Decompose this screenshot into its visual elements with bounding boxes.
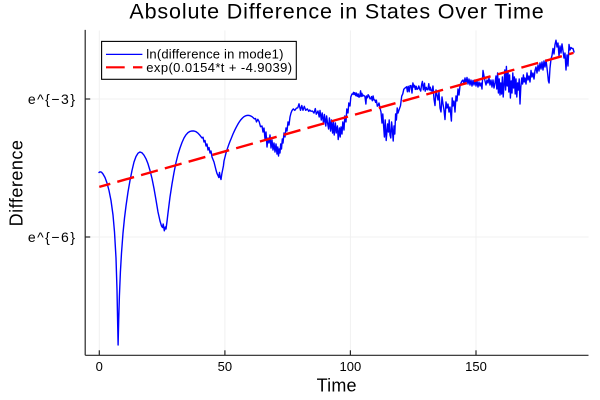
svg-text:e^{−6}: e^{−6} bbox=[28, 229, 77, 245]
svg-text:exp(0.0154*t + -4.9039): exp(0.0154*t + -4.9039) bbox=[146, 60, 292, 75]
svg-text:Time: Time bbox=[317, 375, 357, 395]
svg-text:Difference: Difference bbox=[7, 140, 27, 227]
svg-text:e^{−3}: e^{−3} bbox=[28, 91, 77, 107]
svg-text:ln(difference in mode1): ln(difference in mode1) bbox=[146, 47, 283, 62]
svg-text:0: 0 bbox=[96, 359, 103, 374]
svg-text:50: 50 bbox=[218, 359, 232, 374]
svg-text:100: 100 bbox=[340, 359, 362, 374]
svg-text:150: 150 bbox=[465, 359, 487, 374]
svg-text:Absolute Difference in States: Absolute Difference in States Over Time bbox=[129, 0, 544, 24]
